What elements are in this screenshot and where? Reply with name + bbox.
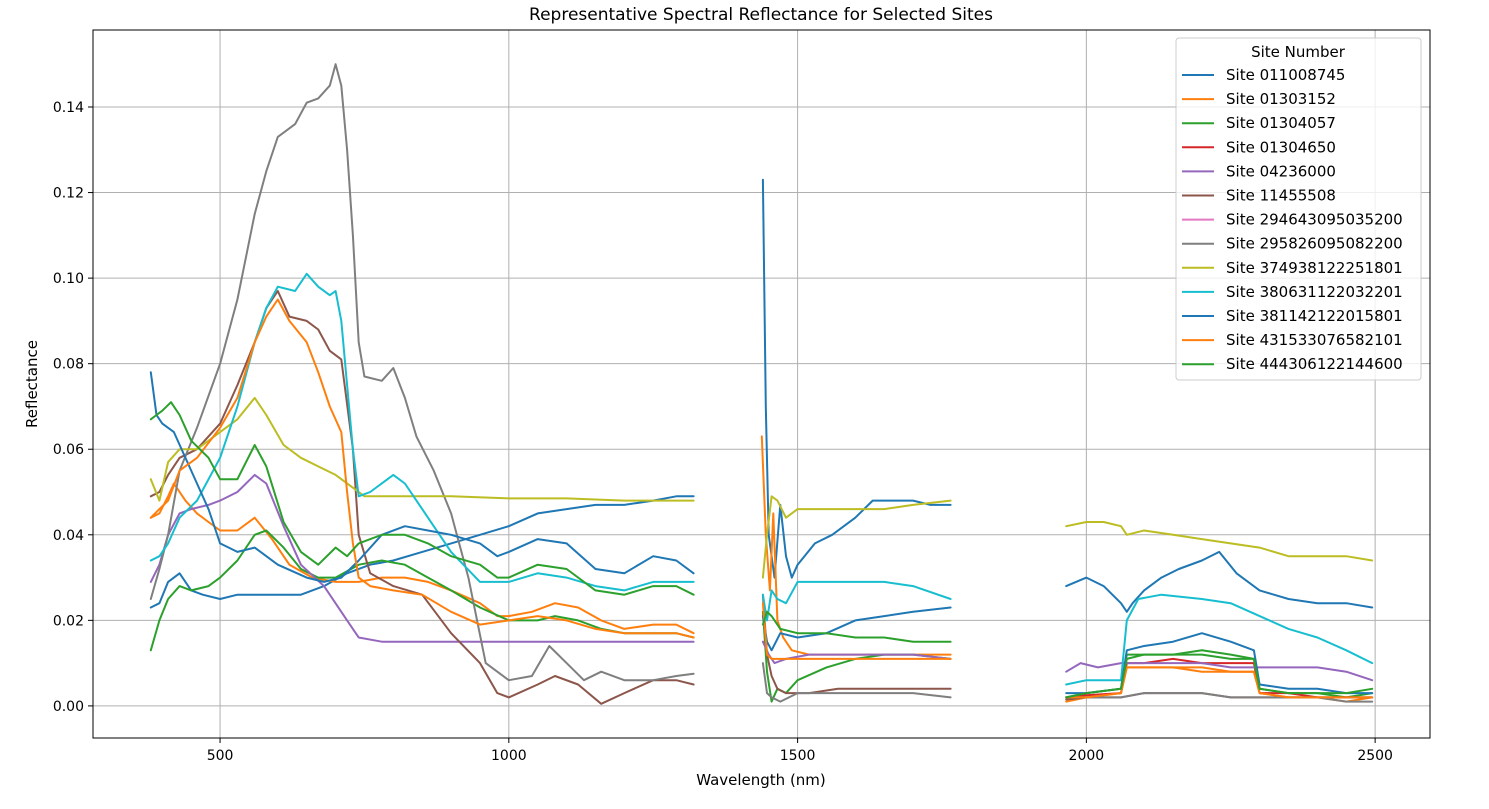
plot-frame (92, 29, 1431, 739)
series-line-0 (761, 178, 952, 579)
series-line-10 (761, 606, 952, 652)
series-line-9 (149, 272, 695, 592)
series-line-1 (760, 435, 952, 656)
series-line-1 (149, 482, 695, 635)
series-line-5 (761, 593, 952, 695)
series-line-8 (761, 495, 952, 579)
series-line-0 (1065, 550, 1374, 613)
legend-title: Site Number (1251, 43, 1346, 61)
legend-box (1175, 37, 1422, 381)
x-tick-label: 2500 (1357, 748, 1393, 764)
y-tick-label: 0.12 (53, 186, 84, 202)
legend-entry: Site 01303152 (1226, 90, 1336, 108)
legend-entry: Site 11455508 (1226, 187, 1336, 205)
series-line-9 (1065, 593, 1374, 686)
legend-entry: Site 01304057 (1226, 114, 1336, 132)
legend-entry: Site 011008745 (1226, 66, 1345, 84)
series-line-12 (761, 610, 952, 643)
series-line-12 (149, 401, 695, 596)
x-axis-label: Wavelength (nm) (696, 771, 826, 789)
legend-entry: Site 374938122251801 (1226, 259, 1403, 277)
legend-entry: Site 380631122032201 (1226, 283, 1403, 301)
legend-entry: Site 04236000 (1226, 162, 1336, 180)
x-tick-label: 1000 (491, 748, 527, 764)
series-line-8 (1065, 521, 1374, 562)
series-line-2 (149, 529, 695, 652)
legend-entry: Site 444306122144600 (1226, 355, 1403, 373)
y-tick-label: 0.02 (53, 613, 84, 629)
y-tick-label: 0.10 (53, 271, 84, 287)
legend-entry: Site 431533076582101 (1226, 331, 1403, 349)
x-tick-label: 2000 (1069, 748, 1105, 764)
series-line-11 (761, 602, 952, 660)
x-axis-ticks: 500 1000 1500 2000 2500 (207, 738, 1393, 764)
legend-entry: Site 295826095082200 (1226, 235, 1403, 253)
y-tick-label: 0.06 (53, 442, 84, 458)
series-line-9 (761, 580, 952, 622)
y-axis-ticks: 0.00 0.02 0.04 0.06 0.08 0.10 0.12 0.14 (53, 100, 93, 715)
series-lines (149, 63, 1374, 705)
series-line-8 (149, 396, 695, 502)
y-tick-label: 0.00 (53, 699, 84, 715)
legend: Site Number Site 011008745 Site 01303152 S… (1175, 37, 1422, 381)
series-line-0 (149, 495, 695, 609)
y-tick-label: 0.14 (53, 100, 84, 116)
y-tick-label: 0.08 (53, 357, 84, 373)
legend-entry: Site 294643095035200 (1226, 211, 1403, 229)
series-line-7 (149, 63, 695, 682)
legend-entry: Site 381142122015801 (1226, 307, 1403, 325)
legend-entry: Site 01304650 (1226, 138, 1336, 156)
x-tick-label: 500 (207, 748, 234, 764)
y-axis-label: Reflectance (23, 340, 41, 428)
series-line-5 (149, 290, 695, 705)
series-line-10 (149, 371, 695, 583)
series-line-11 (149, 298, 695, 639)
series-line-12 (1065, 653, 1374, 699)
series-line-7 (761, 662, 952, 703)
y-tick-label: 0.04 (53, 528, 84, 544)
chart-title: Representative Spectral Reflectance for … (529, 5, 993, 25)
x-tick-label: 1500 (780, 748, 816, 764)
series-line-4 (1065, 662, 1374, 682)
